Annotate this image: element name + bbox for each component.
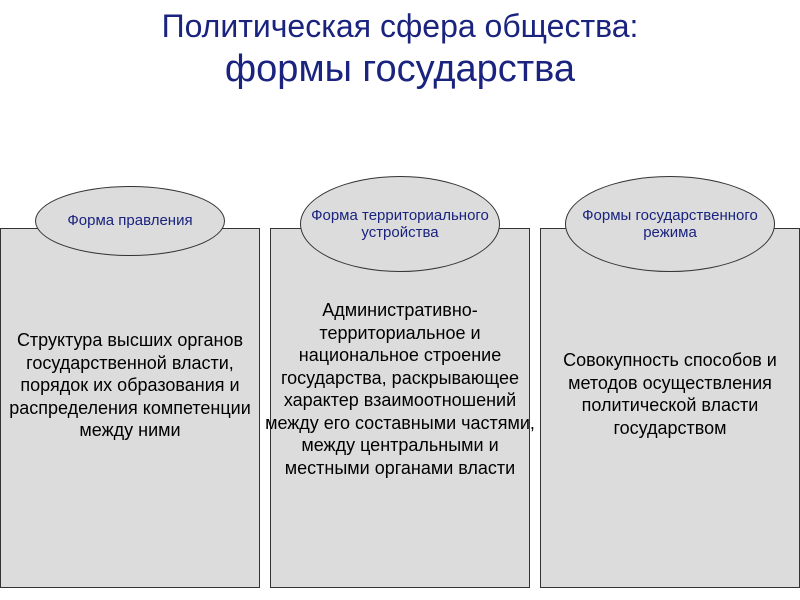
column-2-box: Административно-территориальное и национ… <box>270 228 530 588</box>
column-2-ellipse-label: Форма территориального устройства <box>305 207 495 242</box>
column-1-body: Структура высших органов государственной… <box>0 329 269 442</box>
title-line-2: формы государства <box>0 46 800 94</box>
columns-container: Структура высших органов государственной… <box>0 178 800 588</box>
column-2: Административно-территориальное и национ… <box>270 178 530 588</box>
column-3: Совокупность способов и методов осуществ… <box>540 178 800 588</box>
column-2-body: Административно-территориальное и национ… <box>261 299 539 479</box>
column-1-box: Структура высших органов государственной… <box>0 228 260 588</box>
column-3-box: Совокупность способов и методов осуществ… <box>540 228 800 588</box>
diagram-title: Политическая сфера общества: формы госуд… <box>0 0 800 94</box>
column-3-ellipse-label: Формы государственного режима <box>570 207 770 242</box>
title-line-1: Политическая сфера общества: <box>0 6 800 46</box>
column-3-body: Совокупность способов и методов осуществ… <box>531 349 800 439</box>
column-1: Структура высших органов государственной… <box>0 178 260 588</box>
column-3-ellipse: Формы государственного режима <box>565 176 775 272</box>
column-1-ellipse-label: Форма правления <box>67 212 192 229</box>
column-2-ellipse: Форма территориального устройства <box>300 176 500 272</box>
column-1-ellipse: Форма правления <box>35 186 225 256</box>
